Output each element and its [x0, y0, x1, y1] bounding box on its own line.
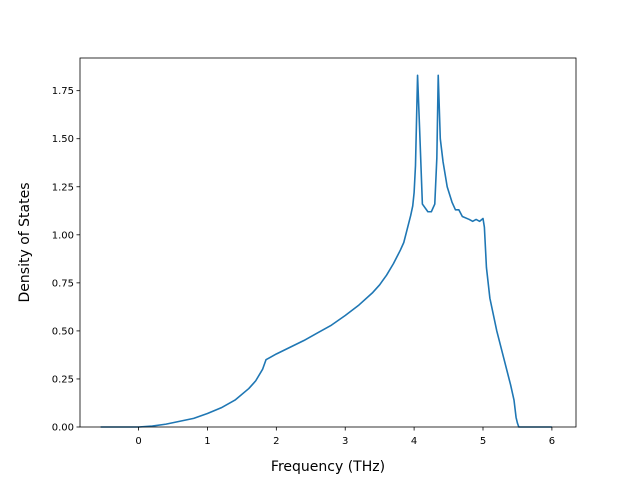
x-tick-label: 1: [204, 436, 210, 447]
y-tick-label: 0.50: [52, 326, 74, 337]
y-tick-label: 0.25: [52, 374, 74, 385]
axes-frame: [79, 57, 577, 428]
x-axis-label: Frequency (THz): [271, 459, 385, 475]
y-tick-label: 1.00: [52, 230, 74, 241]
x-tick-label: 5: [480, 436, 486, 447]
x-tick-label: 2: [273, 436, 279, 447]
y-axis-label: Density of States: [17, 183, 33, 303]
y-tick-label: 1.25: [52, 182, 74, 193]
dos-series-line: [100, 74, 552, 428]
x-tick-label: 4: [411, 436, 417, 447]
y-axis-ticks: 0.00 0.25 0.50 0.75 1.00 1.25 1.50 1.75: [52, 86, 80, 434]
y-tick-label: 1.75: [52, 86, 74, 97]
x-tick-label: 6: [549, 436, 555, 447]
y-tick-label: 0.00: [52, 423, 74, 434]
y-tick-label: 0.75: [52, 278, 74, 289]
x-axis-ticks: 0 1 2 3 4 5 6: [135, 427, 555, 447]
x-tick-label: 0: [135, 436, 141, 447]
plot-area: [100, 74, 552, 428]
y-tick-label: 1.50: [52, 134, 74, 145]
x-tick-label: 3: [342, 436, 348, 447]
